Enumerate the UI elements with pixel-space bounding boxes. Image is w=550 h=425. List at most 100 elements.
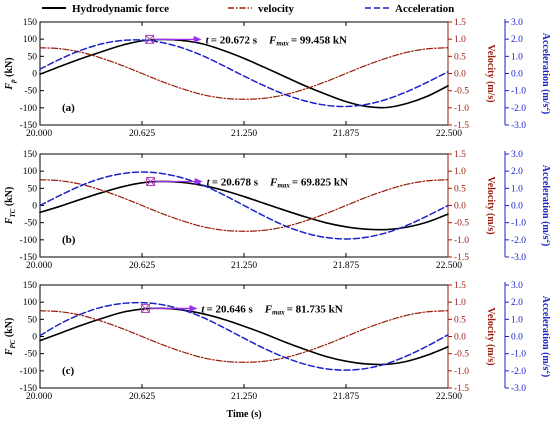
- acceleration-axis-title-end: ): [540, 243, 550, 246]
- peak-annotation-f-letter: F: [268, 34, 277, 46]
- acceleration-axis-title: Acceleration (m/s2): [540, 33, 550, 115]
- peak-annotation-t-letter: t: [201, 303, 205, 315]
- acceleration-axis-title-end: ): [540, 374, 550, 377]
- left-y-tick-label: 0: [32, 202, 37, 212]
- series-line-acceleration: [39, 171, 449, 240]
- force-axis-title-main: F: [4, 348, 15, 356]
- left-y-tick-label: 50: [28, 184, 38, 194]
- x-tick-label: 20.000: [26, 129, 52, 139]
- series-line-acceleration: [39, 39, 449, 108]
- acceleration-axis-title: Acceleration (m/s2): [540, 296, 550, 378]
- x-tick-label: 21.875: [333, 392, 359, 402]
- peak-annotation-f: = 99.458 kN: [291, 34, 347, 46]
- series-line-hydrodynamic-force: [39, 307, 449, 366]
- velocity-tick-label: 0.5: [454, 52, 466, 62]
- force-axis-title: Fp (kN): [4, 57, 17, 90]
- left-y-tick-label: 50: [28, 52, 38, 62]
- left-y-tick-label: -50: [24, 350, 37, 360]
- x-axis-title: Time (s): [226, 409, 261, 420]
- peak-arrow-head: [189, 304, 198, 312]
- peak-arrow-head: [194, 178, 203, 186]
- acceleration-axis-title-main: Acceleration (m/s: [540, 165, 550, 240]
- acceleration-tick-label: 0.0: [511, 70, 523, 80]
- velocity-tick-label: -1.5: [454, 253, 469, 263]
- left-y-tick-label: -150: [20, 253, 38, 263]
- peak-marker: [140, 303, 150, 313]
- force-axis-title-main: F: [4, 83, 15, 91]
- acceleration-tick-label: 3.0: [511, 150, 523, 160]
- velocity-axis-title: Velocity (m/s): [485, 307, 496, 365]
- peak-annotation-t: = 20.678 s: [212, 177, 259, 189]
- x-tick-label: 21.250: [231, 261, 257, 271]
- force-axis-title-sub: p: [9, 79, 17, 84]
- x-tick-label: 20.000: [26, 261, 52, 271]
- acceleration-axis-title-sup: 2: [545, 107, 550, 111]
- acceleration-tick-label: 1.0: [511, 184, 523, 194]
- left-y-tick-label: -50: [24, 87, 37, 97]
- peak-annotation-t-letter: t: [207, 177, 211, 189]
- force-axis-title: FPC (kN): [4, 318, 17, 357]
- series-line-velocity: [39, 310, 449, 363]
- left-y-tick-label: 0: [32, 70, 37, 80]
- left-y-tick-label: 150: [23, 150, 38, 160]
- x-tick-label: 20.625: [129, 261, 155, 271]
- left-y-tick-label: 100: [23, 167, 38, 177]
- acceleration-axis-title-sup: 2: [545, 239, 550, 243]
- series-line-velocity: [39, 47, 449, 100]
- velocity-tick-label: 1.0: [454, 298, 466, 308]
- left-y-tick-label: -150: [20, 384, 38, 394]
- series-line-velocity: [39, 179, 449, 232]
- velocity-tick-label: 0.0: [454, 70, 466, 80]
- legend-label-acceleration: Acceleration: [395, 3, 454, 15]
- acceleration-tick-label: 3.0: [511, 281, 523, 291]
- velocity-tick-label: 1.5: [454, 18, 466, 28]
- x-tick-label: 22.500: [436, 392, 462, 402]
- velocity-axis-title: Velocity (m/s): [485, 44, 496, 102]
- peak-marker: [145, 34, 155, 44]
- peak-arrow-head: [193, 35, 202, 43]
- legend-label-force: Hydrodynamic force: [72, 3, 169, 15]
- peak-marker-cross: [146, 177, 156, 186]
- left-y-tick-label: 150: [23, 281, 38, 291]
- acceleration-tick-label: 2.0: [511, 35, 523, 45]
- acceleration-tick-label: -1.0: [511, 350, 526, 360]
- velocity-tick-label: -1.5: [454, 384, 469, 394]
- x-tick-label: 20.625: [129, 392, 155, 402]
- peak-annotation-f-sub: max: [276, 39, 289, 47]
- velocity-tick-label: 1.5: [454, 281, 466, 291]
- acceleration-tick-label: 3.0: [511, 18, 523, 28]
- velocity-tick-label: -1.5: [454, 121, 469, 131]
- panel-label: (b): [62, 234, 76, 246]
- velocity-tick-label: 0.5: [454, 315, 466, 325]
- panel-label: (a): [62, 102, 75, 114]
- acceleration-tick-label: 2.0: [511, 298, 523, 308]
- force-axis-title-unit: (kN): [4, 57, 15, 79]
- peak-annotation-t: = 20.646 s: [206, 303, 253, 315]
- left-y-tick-label: -50: [24, 219, 37, 229]
- acceleration-axis-title-sup: 2: [545, 370, 550, 374]
- legend-label-velocity: velocity: [258, 3, 295, 15]
- acceleration-tick-label: 0.0: [511, 333, 523, 343]
- force-axis-title-main: F: [4, 217, 15, 225]
- series-line-hydrodynamic-force: [39, 180, 449, 231]
- peak-annotation-f: = 69.825 kN: [292, 177, 348, 189]
- peak-marker: [146, 177, 156, 187]
- acceleration-tick-label: -2.0: [511, 104, 526, 114]
- plot-frame: [39, 284, 449, 389]
- peak-annotation-f-letter: F: [264, 303, 273, 315]
- left-y-tick-label: 150: [23, 18, 38, 28]
- velocity-tick-label: 0.0: [454, 202, 466, 212]
- acceleration-tick-label: -3.0: [511, 384, 526, 394]
- velocity-tick-label: -1.0: [454, 104, 469, 114]
- acceleration-tick-label: 1.0: [511, 52, 523, 62]
- x-tick-label: 21.250: [231, 392, 257, 402]
- peak-marker-cross: [145, 34, 155, 44]
- peak-annotation-f: = 81.735 kN: [287, 303, 343, 315]
- force-axis-title-sub: TC: [9, 208, 17, 217]
- peak-annotation: t = 20.646 s Fmax = 81.735 kN: [201, 303, 342, 316]
- acceleration-tick-label: -1.0: [511, 87, 526, 97]
- peak-annotation-f-sub: max: [272, 308, 285, 316]
- acceleration-axis-title-main: Acceleration (m/s: [540, 296, 550, 371]
